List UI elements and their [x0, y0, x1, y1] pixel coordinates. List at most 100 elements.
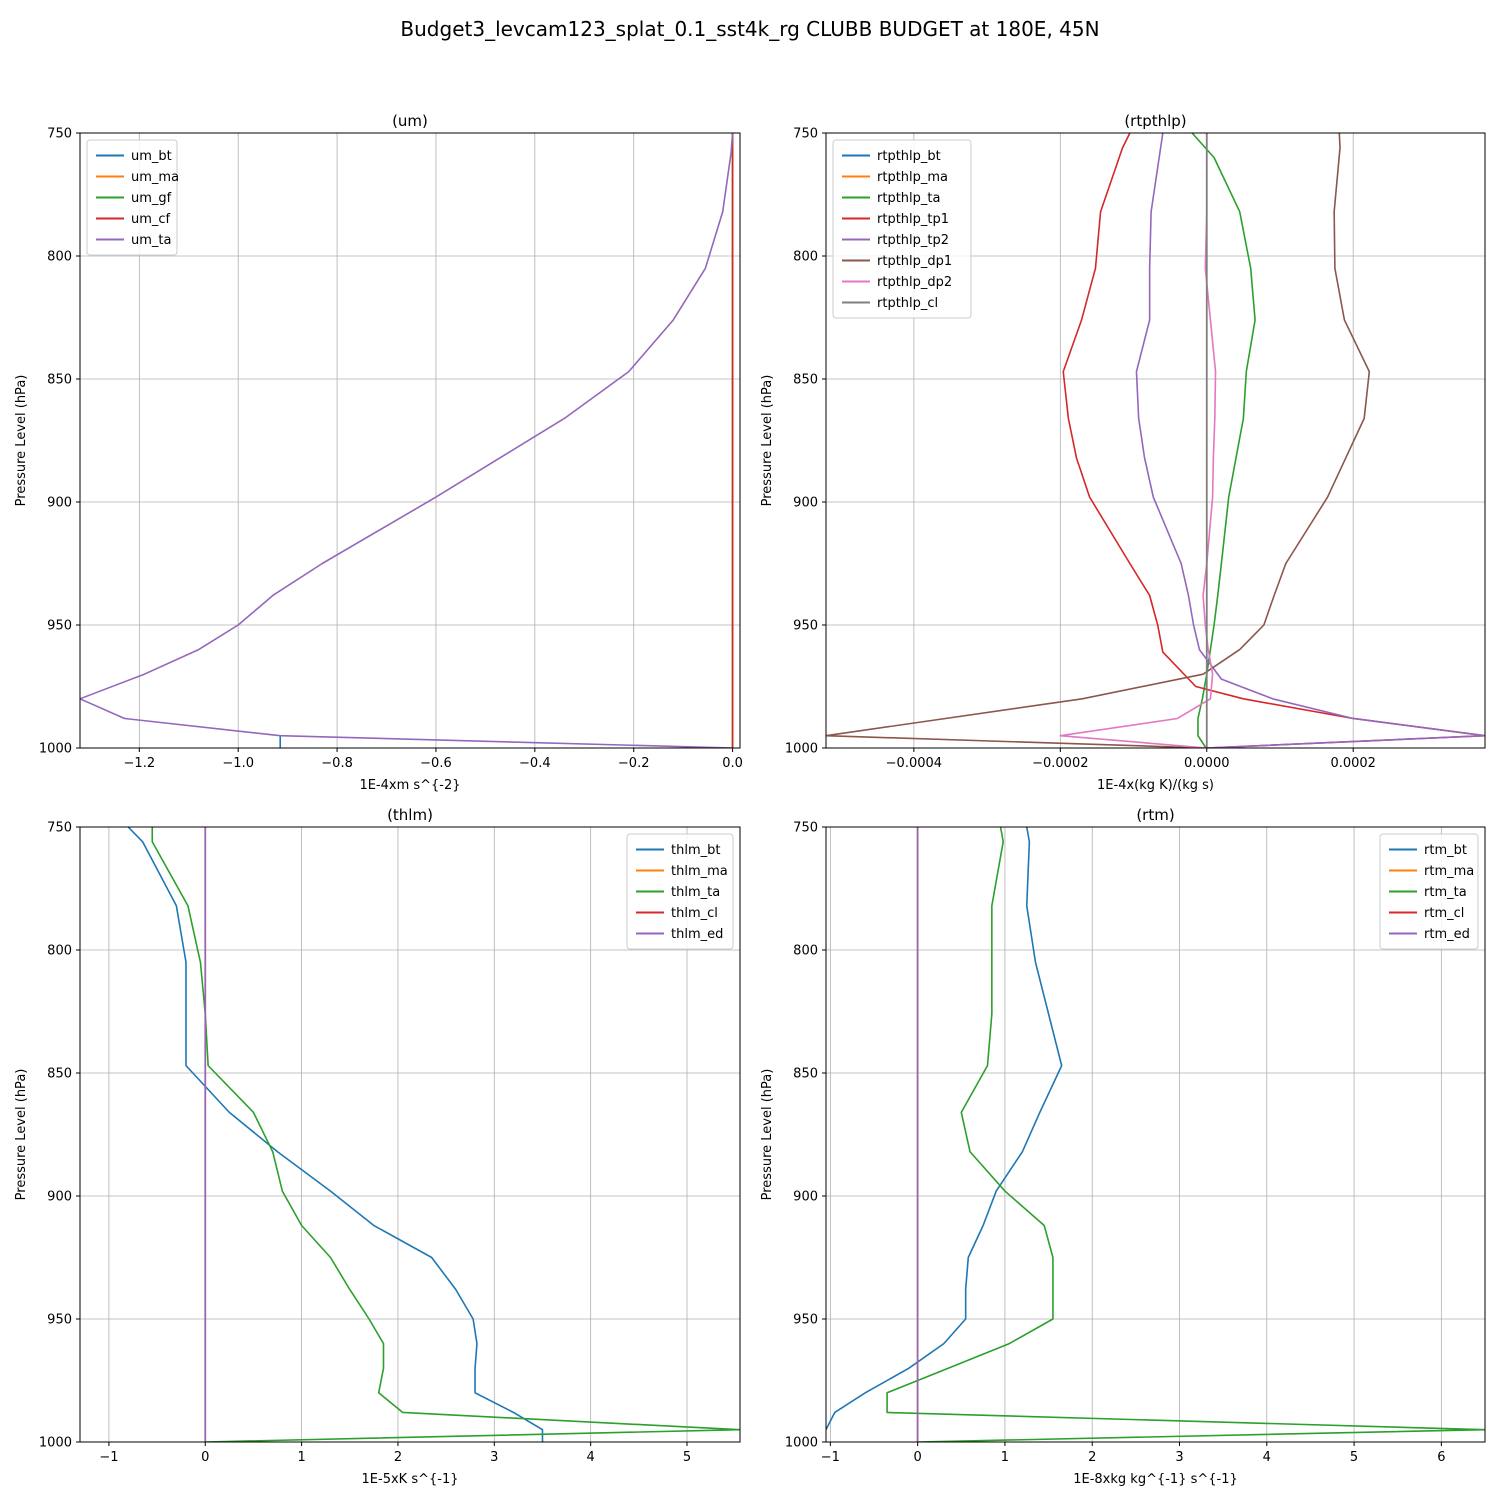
x-tick-label: 5 [1350, 1450, 1358, 1465]
panel-title: (rtm) [1136, 806, 1174, 824]
x-tick-label: −1.2 [124, 756, 156, 771]
legend-entry-label: um_ma [131, 170, 179, 185]
x-tick-label: −1 [821, 1450, 840, 1465]
y-tick-label: 850 [47, 373, 72, 388]
legend-entry-label: rtm_ta [1424, 885, 1467, 900]
figure-suptitle: Budget3_levcam123_splat_0.1_sst4k_rg CLU… [400, 17, 1099, 41]
x-axis-label: 1E-8xkg kg^{-1} s^{-1} [1073, 1472, 1238, 1487]
x-tick-label: 0 [914, 1450, 922, 1465]
legend-entry-label: rtm_bt [1424, 843, 1467, 858]
x-axis-label: 1E-4x(kg K)/(kg s) [1097, 778, 1214, 793]
x-tick-label: 2 [1088, 1450, 1096, 1465]
x-tick-label: 0.0002 [1330, 756, 1376, 771]
chart-panel-2: −0.0004 −0.0002 0.0000 0.0002 750 800 850 900 95… [760, 112, 1486, 793]
series-line-rtpthlp_ta [1191, 133, 1256, 748]
series-line-rtpthlp_tp1 [1062, 133, 1485, 748]
legend: rtm_bt rtm_ma rtm_ta rtm_cl rtm_ed [1379, 833, 1479, 950]
y-tick-label: 950 [47, 619, 72, 634]
legend-entry-label: rtpthlp_cl [877, 296, 938, 311]
panel-title: (um) [392, 112, 428, 130]
y-tick-label: 750 [47, 127, 72, 142]
axes-frame [825, 826, 1486, 1443]
legend-box [832, 139, 972, 319]
axes-frame [79, 132, 741, 749]
legend-entry-label: rtpthlp_ma [877, 170, 948, 185]
y-tick-label: 1000 [39, 742, 72, 757]
legend-box [626, 833, 734, 950]
legend-entry-label: rtm_ed [1424, 927, 1470, 942]
y-tick-label: 800 [793, 250, 818, 265]
series-line-thlm_bt [127, 827, 544, 1442]
series-group [826, 827, 1485, 1442]
legend-entry-label: rtm_ma [1424, 864, 1474, 879]
legend-box [1379, 833, 1479, 950]
y-tick-label: 950 [793, 1313, 818, 1328]
series-line-rtpthlp_tp2 [1135, 133, 1485, 748]
legend: thlm_bt thlm_ma thlm_ta thlm_cl thlm_ed [626, 833, 734, 950]
x-tick-label: −0.0004 [886, 756, 942, 771]
y-tick-label: 1000 [785, 742, 818, 757]
y-tick-label: 950 [793, 619, 818, 634]
legend-entry-label: rtm_cl [1424, 906, 1464, 921]
x-tick-label: −0.6 [420, 756, 452, 771]
x-tick-label: 3 [1175, 1450, 1183, 1465]
y-tick-label: 850 [47, 1067, 72, 1082]
x-tick-label: 2 [394, 1450, 402, 1465]
y-tick-label: 750 [793, 821, 818, 836]
series-line-thlm_ta [151, 827, 740, 1442]
y-tick-label: 800 [47, 944, 72, 959]
y-tick-label: 900 [47, 1190, 72, 1205]
series-line-rtm_ta [886, 827, 1485, 1442]
legend-entry-label: um_gf [131, 191, 172, 206]
y-tick-label: 900 [793, 1190, 818, 1205]
x-tick-label: −0.2 [618, 756, 650, 771]
x-tick-label: 1 [297, 1450, 305, 1465]
legend-entry-label: rtpthlp_dp2 [877, 275, 952, 290]
chart-panel-4: −1 0 1 2 3 4 5 6 750 800 850 900 950 1000 (rtm) 1E-8xkg… [760, 806, 1486, 1487]
legend-entry-label: rtpthlp_tp1 [877, 212, 949, 227]
legend-entry-label: thlm_ta [671, 885, 720, 900]
x-tick-label: 4 [587, 1450, 595, 1465]
legend-entry-label: rtpthlp_tp2 [877, 233, 949, 248]
x-tick-label: −1 [99, 1450, 118, 1465]
y-axis-label: Pressure Level (hPa) [760, 375, 775, 507]
x-tick-label: 0 [201, 1450, 209, 1465]
legend: um_bt um_ma um_gf um_cf um_ta [86, 139, 179, 256]
legend-entry-label: thlm_ma [671, 864, 728, 879]
legend-entry-label: um_cf [131, 212, 171, 227]
series-group [80, 133, 734, 748]
x-axis-label: 1E-5xK s^{-1} [362, 1472, 459, 1487]
y-tick-label: 850 [793, 1067, 818, 1082]
chart-panel-3: −1 0 1 2 3 4 5 750 800 850 900 950 1000 (thlm) 1E-5xK … [14, 806, 741, 1487]
legend-entry-label: rtpthlp_ta [877, 191, 940, 206]
y-axis-label: Pressure Level (hPa) [760, 1069, 775, 1201]
y-tick-label: 800 [793, 944, 818, 959]
legend-entry-label: rtpthlp_dp1 [877, 254, 952, 269]
y-axis-label: Pressure Level (hPa) [14, 375, 29, 507]
axes-frame [825, 132, 1486, 749]
y-tick-label: 1000 [39, 1436, 72, 1451]
x-axis-label: 1E-4xm s^{-2} [359, 778, 460, 793]
y-tick-label: 800 [47, 250, 72, 265]
legend-entry-label: rtpthlp_bt [877, 149, 941, 164]
series-group [826, 133, 1485, 748]
legend-box [86, 139, 178, 256]
y-tick-label: 750 [47, 821, 72, 836]
panel-title: (thlm) [387, 806, 433, 824]
x-tick-label: 0.0 [722, 756, 743, 771]
y-tick-label: 750 [793, 127, 818, 142]
legend-entry-label: um_ta [131, 233, 171, 248]
x-tick-label: −1.0 [222, 756, 254, 771]
axes-frame [79, 826, 741, 1443]
series-line-um_ta [80, 133, 734, 748]
series-group [127, 827, 740, 1442]
series-line-rtpthlp_dp1 [826, 133, 1371, 748]
x-tick-label: 5 [683, 1450, 691, 1465]
legend-entry-label: thlm_bt [671, 843, 720, 858]
x-tick-label: 3 [490, 1450, 498, 1465]
legend-entry-label: thlm_ed [671, 927, 723, 942]
y-tick-label: 850 [793, 373, 818, 388]
legend-entry-label: thlm_cl [671, 906, 718, 921]
series-line-rtm_bt [826, 827, 1063, 1431]
legend-entry-label: um_bt [131, 149, 172, 164]
